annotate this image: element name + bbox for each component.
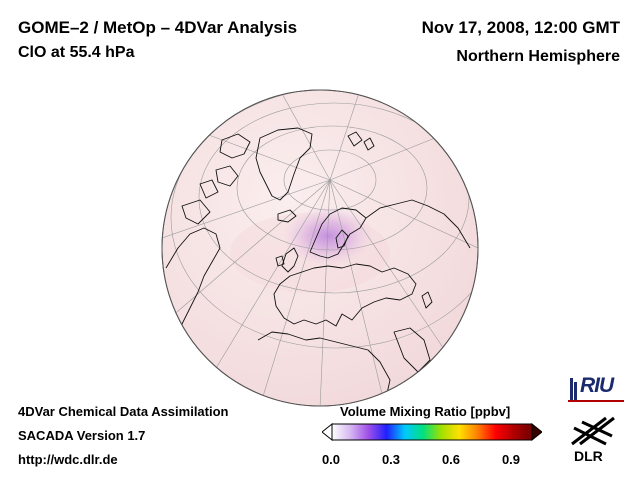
iceland-coast bbox=[277, 209, 297, 223]
footer-url[interactable]: http://wdc.dlr.de bbox=[18, 452, 118, 467]
colorbar-ramp bbox=[331, 423, 533, 441]
canada-arctic-coast bbox=[181, 133, 251, 225]
colorbar-max-arrow bbox=[531, 422, 542, 442]
coastlines bbox=[165, 127, 471, 406]
scandinavia-coast bbox=[309, 207, 367, 259]
colorbar bbox=[322, 422, 542, 442]
colorbar-tick: 0.6 bbox=[441, 452, 461, 467]
colorbar-min-arrow bbox=[322, 422, 333, 442]
footer-version: SACADA Version 1.7 bbox=[18, 428, 146, 443]
africa-coast bbox=[257, 331, 391, 406]
arabia-coast bbox=[393, 327, 431, 373]
colorbar-label: Volume Mixing Ratio [ppbv] bbox=[340, 404, 511, 419]
footer-method: 4DVar Chemical Data Assimilation bbox=[18, 404, 229, 419]
region-label: Northern Hemisphere bbox=[456, 48, 620, 65]
riu-logo-text: RIU bbox=[580, 374, 614, 397]
greenland-coast bbox=[255, 127, 313, 201]
dlr-logo-text: DLR bbox=[574, 448, 603, 464]
datetime-label: Nov 17, 2008, 12:00 GMT bbox=[421, 18, 620, 37]
species-label: ClO at 55.4 hPa bbox=[18, 44, 135, 61]
russia-coast bbox=[365, 199, 471, 249]
north-america-coast bbox=[165, 227, 221, 339]
riu-logo bbox=[568, 378, 624, 402]
dlr-logo bbox=[571, 416, 615, 446]
caspian-coast bbox=[421, 291, 433, 309]
colorbar-tick: 0.0 bbox=[321, 452, 341, 467]
map-title: GOME–2 / MetOp – 4DVar Analysis bbox=[18, 18, 298, 37]
svalbard-coast bbox=[347, 131, 375, 151]
baltic-coast bbox=[335, 229, 349, 249]
globe-map bbox=[160, 88, 480, 408]
colorbar-tick: 0.3 bbox=[381, 452, 401, 467]
british-isles-coast bbox=[275, 247, 299, 273]
colorbar-tick: 0.9 bbox=[501, 452, 521, 467]
europe-coast bbox=[273, 263, 417, 327]
